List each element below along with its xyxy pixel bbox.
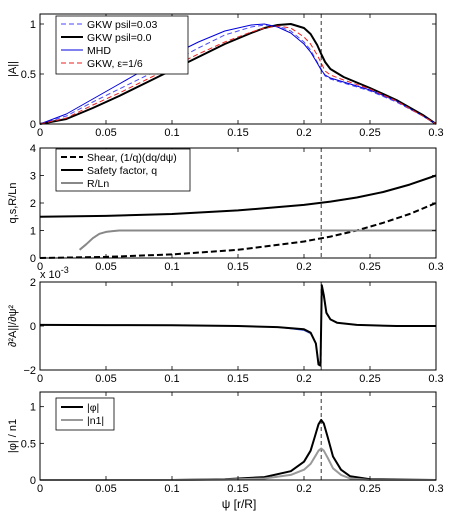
legend-label: |φ|: [87, 402, 99, 414]
legend: |φ||n1|: [55, 397, 115, 431]
y-axis-label: q,s,R/Ln: [7, 183, 19, 224]
x-tick-label: 0.25: [359, 261, 380, 273]
x-tick-label: 0.3: [428, 373, 443, 385]
subplot-4: 0 0.05 0.1 0.15 0.2 0.25 0.3 0 0.5 1 |φ| / n1 |φ||n…: [7, 391, 444, 495]
series-line-3: [78, 229, 436, 251]
x-tick-label: 0: [37, 127, 43, 139]
series-line-1: [40, 418, 437, 481]
series-line-2: [39, 174, 437, 218]
x-tick-label: 0.3: [428, 127, 443, 139]
series-line-1: [39, 202, 437, 259]
y-axis-label: |A||: [7, 61, 19, 77]
legend-label: |n1|: [87, 415, 104, 427]
x-tick-label: 0.1: [164, 483, 179, 495]
series-line-2: [40, 447, 436, 481]
legend-label: R/Ln: [87, 178, 109, 190]
x-tick-label: 0.25: [359, 373, 380, 385]
x-tick-label: 0.05: [95, 373, 116, 385]
legend-label: MHD: [87, 45, 111, 57]
x-axis-label: ψ [r/R]: [222, 497, 257, 511]
x-tick-label: 0.15: [227, 261, 248, 273]
x-tick-label: 0.1: [164, 261, 179, 273]
y-tick-label: 1: [30, 19, 36, 31]
y-tick-label: 3: [30, 171, 36, 183]
y-axis-label: |φ| / n1: [7, 419, 19, 453]
y-tick-label: 0.5: [21, 438, 36, 450]
y-tick-label: 0: [30, 119, 36, 131]
legend-label: GKW psil=0.0: [87, 32, 152, 44]
legend-box: [55, 15, 189, 75]
series-line-2: [39, 284, 436, 367]
y-axis-label: ∂²A||/∂ψ²: [7, 305, 19, 347]
x-tick-label: 0.15: [227, 483, 248, 495]
x-tick-label: 0.3: [428, 483, 443, 495]
subplot-1: 0 0.05 0.1 0.15 0.2 0.25 0.3 0 0.5 1 |A|| GKW psil=…: [7, 13, 444, 139]
x-tick-label: 0: [37, 261, 43, 273]
legend-label: GKW psil=0.03: [87, 19, 157, 31]
x-tick-label: 0.2: [296, 127, 311, 139]
series-line-2: [39, 23, 437, 125]
legend: Shear, (1/q)(dq/dψ)Safety factor, qR/Ln: [55, 148, 191, 192]
legend-box: [55, 397, 115, 431]
x-tick-label: 0.2: [296, 483, 311, 495]
x-tick-label: 0: [37, 483, 43, 495]
x-tick-label: 0.15: [227, 373, 248, 385]
x-tick-label: 0.2: [296, 373, 311, 385]
x-tick-label: 0.05: [95, 261, 116, 273]
y-tick-label: 0: [30, 321, 36, 333]
y-tick-label: −2: [23, 365, 36, 377]
x-tick-label: 0.05: [95, 483, 116, 495]
y-tick-label: 1: [30, 226, 36, 238]
subplot-3: 0 0.05 0.1 0.15 0.2 0.25 0.3−202∂²A||/∂ψ²x 10-…: [7, 265, 444, 385]
y-tick-label: 0.5: [21, 69, 36, 81]
subplot-2: 0 0.05 0.1 0.15 0.2 0.25 0.3 0 1 2 3 4 q,s,R/Ln Shear…: [7, 143, 444, 273]
series-line-1: [39, 24, 437, 125]
legend-label: Safety factor, q: [87, 165, 157, 177]
legend-label: GKW, ε=1/6: [87, 58, 143, 70]
x-tick-label: 0.25: [359, 483, 380, 495]
y-tick-label: 4: [30, 143, 36, 155]
y-tick-label: 1: [30, 402, 36, 414]
y-tick-label: 0: [30, 253, 36, 265]
x-tick-label: 0.2: [296, 261, 311, 273]
y-axis-multiplier: x 10-3: [40, 265, 69, 281]
legend-label: Shear, (1/q)(dq/dψ): [87, 152, 177, 164]
y-tick-label: 2: [30, 198, 36, 210]
x-tick-label: 0.1: [164, 127, 179, 139]
x-tick-label: 0.1: [164, 373, 179, 385]
y-tick-label: 2: [30, 277, 36, 289]
y-tick-label: 0: [30, 475, 36, 487]
x-tick-label: 0.05: [95, 127, 116, 139]
x-tick-label: 0.15: [227, 127, 248, 139]
x-tick-label: 0.3: [428, 261, 443, 273]
series-line-4: [39, 25, 437, 125]
x-tick-label: 0: [37, 373, 43, 385]
x-tick-label: 0.25: [359, 127, 380, 139]
